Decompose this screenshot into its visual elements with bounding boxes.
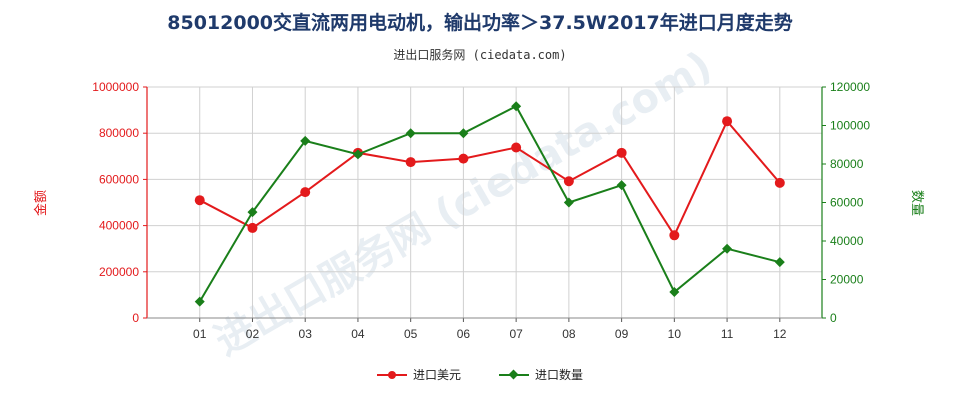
x-tick-label: 10 <box>668 327 682 341</box>
legend-marker-diamond-icon <box>499 369 529 381</box>
x-tick-label: 02 <box>246 327 260 341</box>
data-point-series-0 <box>458 153 469 164</box>
x-tick-label: 12 <box>773 327 787 341</box>
y-right-tick-label: 80000 <box>830 157 864 171</box>
data-point-series-0 <box>194 195 205 206</box>
legend-item-series-1[interactable]: 进口数量 <box>499 366 583 383</box>
data-point-series-1 <box>511 101 522 112</box>
y-right-tick-label: 100000 <box>830 119 870 133</box>
y-right-tick-label: 0 <box>830 311 837 325</box>
data-point-series-0 <box>300 187 311 198</box>
y-left-axis-label: 金额 <box>33 190 49 216</box>
data-point-series-1 <box>352 149 363 160</box>
data-point-series-0 <box>247 222 258 233</box>
series-line-0 <box>199 119 781 238</box>
x-tick-label: 09 <box>615 327 629 341</box>
x-tick-label: 06 <box>457 327 471 341</box>
chart-title: 85012000交直流两用电动机，输出功率＞37.5W2017年进口月度走势 <box>167 12 793 34</box>
y-left-tick-label: 200000 <box>99 265 139 279</box>
data-point-series-1 <box>300 135 311 146</box>
x-tick-label: 11 <box>721 327 734 341</box>
x-tick-label: 03 <box>299 327 313 341</box>
x-tick-label: 08 <box>562 327 576 341</box>
data-point-series-1 <box>458 128 469 139</box>
data-point-series-1 <box>616 180 627 191</box>
y-right-tick-label: 120000 <box>830 80 870 94</box>
legend-label: 进口数量 <box>535 368 584 382</box>
data-point-series-0 <box>669 230 680 241</box>
legend-item-series-0[interactable]: 进口美元 <box>376 366 461 383</box>
y-right-tick-label: 20000 <box>830 273 864 287</box>
data-point-series-1 <box>669 287 680 298</box>
y-left-tick-label: 800000 <box>99 126 139 140</box>
y-left-tick-label: 400000 <box>99 219 139 233</box>
y-left-tick-label: 1000000 <box>92 80 139 94</box>
data-point-series-1 <box>563 197 574 208</box>
y-right-tick-label: 40000 <box>830 234 864 248</box>
data-point-series-1 <box>405 128 416 139</box>
data-point-series-0 <box>511 142 522 153</box>
y-right-axis-label: 数量 <box>909 190 924 216</box>
y-left-tick-label: 600000 <box>99 172 139 186</box>
x-tick-label: 01 <box>193 327 207 341</box>
legend-label: 进口美元 <box>412 368 461 382</box>
data-point-series-0 <box>405 157 416 168</box>
series-line-1 <box>198 104 781 303</box>
data-point-series-0 <box>563 176 574 187</box>
data-point-series-1 <box>247 207 258 218</box>
x-tick-label: 04 <box>351 327 365 341</box>
chart-subtitle: 进出口服务网 (ciedata.com) <box>393 48 567 62</box>
legend: 进口美元 进口数量 <box>0 366 960 383</box>
data-point-series-1 <box>774 257 785 268</box>
data-point-series-0 <box>722 116 733 127</box>
x-tick-label: 07 <box>509 327 523 341</box>
data-point-series-0 <box>616 147 627 158</box>
legend-marker-circle-icon <box>376 369 407 381</box>
x-tick-label: 05 <box>404 327 418 341</box>
y-left-tick-label: 0 <box>132 311 139 325</box>
data-point-series-1 <box>722 243 733 254</box>
y-right-tick-label: 60000 <box>830 196 864 210</box>
data-point-series-0 <box>774 177 785 188</box>
data-point-series-1 <box>194 296 205 307</box>
